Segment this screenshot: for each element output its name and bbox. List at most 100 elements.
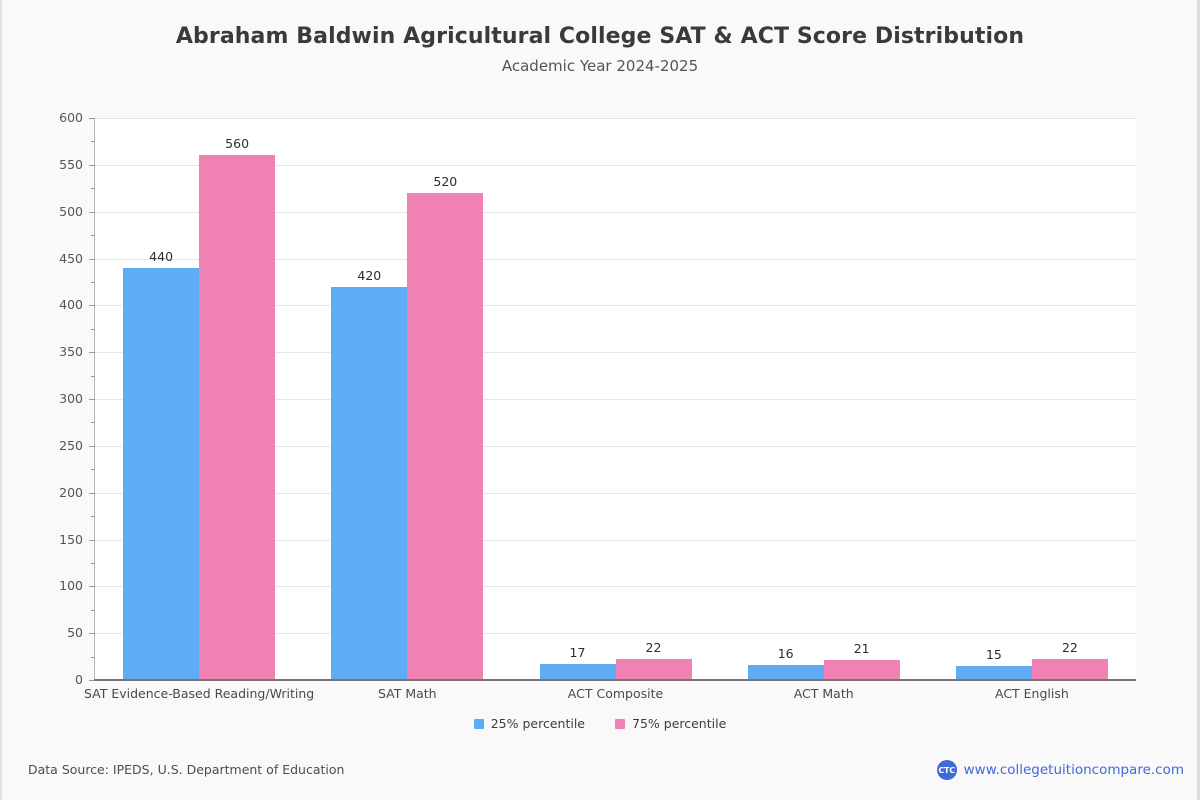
- x-axis-label: ACT Composite: [567, 686, 664, 701]
- gridline: [95, 164, 1136, 166]
- chart-subtitle: Academic Year 2024-2025: [501, 57, 699, 75]
- y-tick-label: 350: [59, 344, 83, 360]
- plot-area: 440 560 420 520 17 22 16 21 15 22: [89, 118, 1136, 681]
- x-axis-label: SAT Evidence-Based Reading/Writing: [83, 686, 315, 701]
- gridline: [95, 211, 1136, 213]
- bar-value-label: 440: [149, 248, 174, 264]
- bar-group: 440 560: [123, 118, 276, 680]
- bar-value-label: 560: [225, 136, 250, 152]
- y-tick-label: 500: [59, 203, 83, 219]
- bar-value-label: 420: [357, 267, 382, 283]
- y-tick-label: 550: [59, 156, 83, 172]
- chart-header: Abraham Baldwin Agricultural College SAT…: [0, 22, 1200, 78]
- bar[interactable]: 15: [955, 647, 1032, 680]
- legend-item[interactable]: 75% percentile: [615, 716, 726, 731]
- y-tick-mark: [89, 305, 95, 307]
- bar-value-label: 22: [1061, 640, 1078, 656]
- y-tick-mark-minor: [91, 281, 95, 283]
- bar[interactable]: 17: [539, 645, 616, 680]
- y-tick-mark-minor: [91, 469, 95, 471]
- gridline: [95, 539, 1136, 541]
- x-axis-label: ACT English: [994, 686, 1069, 701]
- bar-group: 16 21: [747, 118, 900, 680]
- ctc-logo-icon: CTC: [936, 760, 957, 780]
- y-tick-mark: [89, 492, 95, 494]
- y-tick-label: 0: [75, 672, 83, 687]
- y-tick-mark-minor: [91, 562, 95, 564]
- y-tick-label: 200: [59, 484, 83, 500]
- gridline: [95, 399, 1136, 400]
- y-tick-label: 50: [67, 625, 83, 641]
- legend-swatch-icon: [473, 718, 484, 729]
- gridline: [95, 586, 1136, 588]
- gridline: [95, 305, 1136, 307]
- y-tick-mark: [89, 539, 95, 541]
- gridline: [95, 352, 1136, 354]
- bar[interactable]: 520: [407, 174, 484, 680]
- y-tick-mark-minor: [91, 188, 95, 190]
- y-tick-mark: [89, 445, 95, 447]
- y-tick-mark-minor: [91, 141, 95, 143]
- bar-value-label: 22: [645, 640, 662, 656]
- y-tick-mark: [89, 211, 95, 213]
- y-tick-label: 250: [59, 437, 83, 453]
- bar-value-label: 520: [433, 173, 458, 189]
- bar[interactable]: 22: [1031, 640, 1108, 680]
- brand-url-text: www.collegetuitioncompare.com: [963, 762, 1184, 778]
- bar-value-label: 21: [853, 641, 870, 657]
- x-axis-label: SAT Math: [377, 686, 437, 701]
- legend-swatch-icon: [615, 718, 625, 729]
- x-axis-label: ACT Math: [793, 686, 854, 701]
- legend-item[interactable]: 25% percentile: [473, 716, 585, 731]
- legend-label: 25% percentile: [490, 716, 585, 731]
- y-tick-mark-minor: [91, 235, 95, 237]
- bar-value-label: 15: [985, 646, 1002, 662]
- y-tick-mark-minor: [91, 328, 95, 330]
- y-tick-mark: [89, 352, 95, 354]
- y-tick-label: 150: [59, 531, 83, 547]
- legend-label: 75% percentile: [632, 716, 727, 731]
- chart-legend: 25% percentile 75% percentile: [0, 716, 1200, 731]
- bar[interactable]: 21: [823, 641, 900, 680]
- y-tick-mark-minor: [91, 609, 95, 611]
- footer: Data Source: IPEDS, U.S. Department of E…: [0, 748, 1200, 800]
- page-left-border: [0, 0, 2, 800]
- y-tick-label: 400: [59, 297, 83, 313]
- bar[interactable]: 560: [199, 136, 276, 680]
- bar-group: 420 520: [331, 118, 484, 680]
- gridline: [95, 118, 1136, 119]
- y-tick-label: 100: [59, 578, 83, 594]
- bar[interactable]: 16: [747, 646, 824, 680]
- gridline: [95, 633, 1136, 635]
- y-tick-mark-minor: [91, 516, 95, 518]
- y-tick-mark: [89, 399, 95, 400]
- x-axis-labels: SAT Evidence-Based Reading/Writing SAT Ma…: [84, 684, 1136, 708]
- y-tick-mark: [89, 164, 95, 166]
- y-tick-mark-minor: [91, 656, 95, 658]
- bar-value-label: 16: [777, 646, 794, 662]
- bar-group: 17 22: [539, 118, 692, 680]
- x-axis-line: [94, 679, 1136, 681]
- bar[interactable]: 440: [123, 249, 200, 680]
- chart-title: Abraham Baldwin Agricultural College SAT…: [175, 24, 1025, 49]
- bar[interactable]: 22: [615, 640, 692, 680]
- y-tick-mark: [89, 633, 95, 635]
- gridline: [95, 492, 1136, 494]
- y-tick-mark-minor: [91, 422, 95, 424]
- y-tick-label: 300: [59, 391, 83, 406]
- y-tick-mark-minor: [91, 375, 95, 377]
- y-tick-label: 450: [59, 250, 83, 266]
- y-tick-mark: [89, 586, 95, 588]
- bar-group: 15 22: [955, 118, 1108, 680]
- brand-link[interactable]: CTC www.collegetuitioncompare.com: [936, 760, 1184, 780]
- gridline: [95, 445, 1136, 447]
- y-tick-mark: [89, 680, 95, 681]
- bar-value-label: 17: [569, 645, 586, 661]
- gridline: [95, 258, 1136, 260]
- page-right-border: [1197, 0, 1200, 800]
- y-tick-mark: [89, 258, 95, 260]
- y-tick-label: 600: [59, 110, 83, 125]
- y-tick-mark: [89, 118, 95, 119]
- bar[interactable]: 420: [331, 268, 408, 680]
- data-source-text: Data Source: IPEDS, U.S. Department of E…: [28, 762, 345, 777]
